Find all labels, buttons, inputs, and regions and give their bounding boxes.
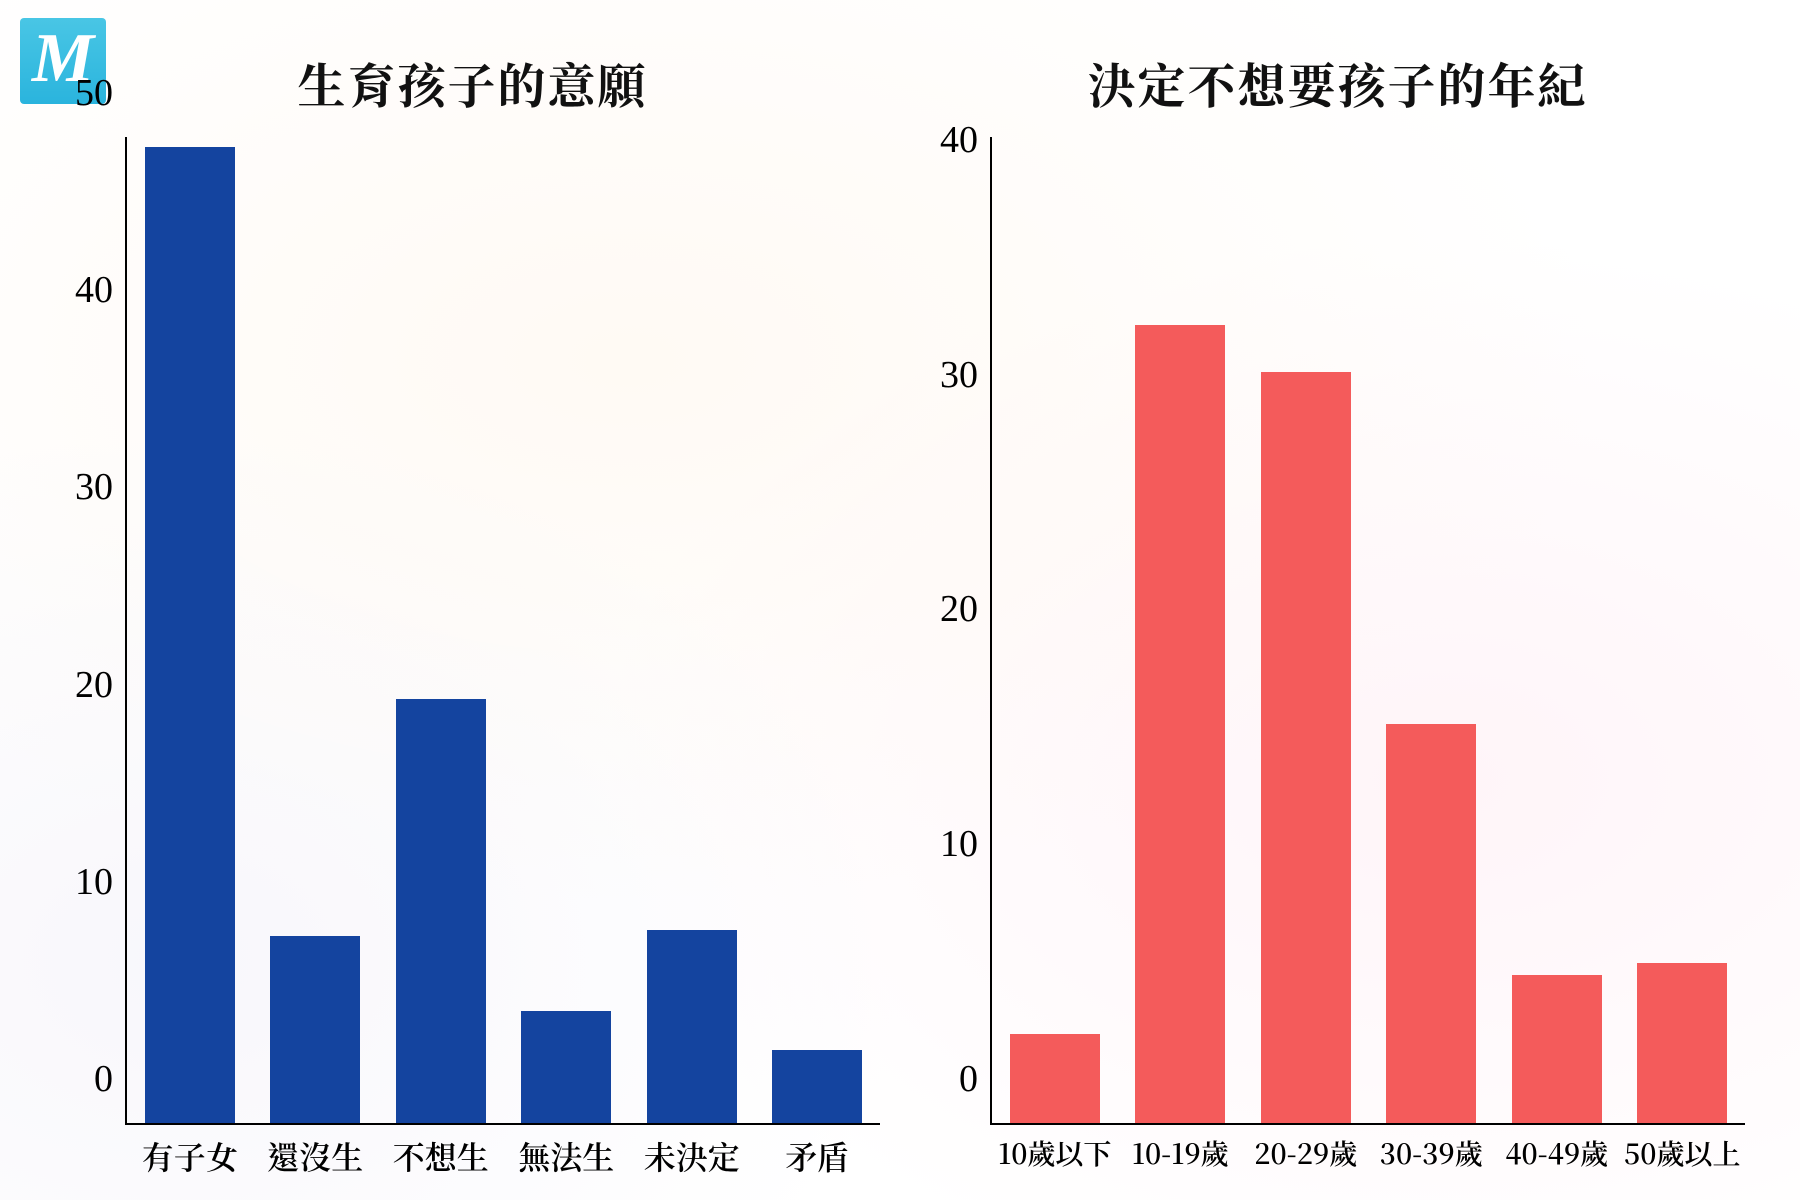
y-tick-label: 30 — [75, 465, 113, 509]
bar-slot: 30-39歲 — [1369, 137, 1495, 1123]
y-tick-label: 30 — [940, 353, 978, 397]
bar — [647, 930, 737, 1123]
x-tick-label: 30-39歲 — [1380, 1133, 1483, 1173]
bar — [1010, 1034, 1100, 1123]
bar — [1637, 963, 1727, 1123]
bar-slot: 10歲以下 — [992, 137, 1118, 1123]
bar-slot: 無法生 — [504, 137, 630, 1123]
x-tick-label: 未決定 — [644, 1133, 740, 1179]
right-chart-title: 決定不想要孩子的年紀 — [905, 48, 1770, 117]
bar-slot: 10-19歲 — [1118, 137, 1244, 1123]
bar — [1135, 325, 1225, 1123]
bar-slot: 有子女 — [127, 137, 253, 1123]
x-tick-label: 矛盾 — [785, 1133, 849, 1179]
y-tick-label: 50 — [75, 71, 113, 115]
bar — [772, 1050, 862, 1123]
y-tick-label: 40 — [75, 268, 113, 312]
charts-row: 生育孩子的意願 有子女還沒生不想生無法生未決定矛盾 01020304050 決定… — [40, 40, 1770, 1180]
bar — [521, 1011, 611, 1123]
left-chart-plot: 有子女還沒生不想生無法生未決定矛盾 01020304050 — [125, 137, 880, 1180]
bar-slot: 還沒生 — [253, 137, 379, 1123]
canvas: M 生育孩子的意願 有子女還沒生不想生無法生未決定矛盾 01020304050 … — [0, 0, 1800, 1200]
x-tick-label: 20-29歲 — [1254, 1133, 1357, 1173]
right-chart: 決定不想要孩子的年紀 10歲以下10-19歲20-29歲30-39歲40-49歲… — [905, 40, 1770, 1180]
y-tick-label: 40 — [940, 118, 978, 162]
x-tick-label: 還沒生 — [267, 1133, 363, 1179]
bar-slot: 未決定 — [629, 137, 755, 1123]
bar-slot: 40-49歲 — [1494, 137, 1620, 1123]
x-tick-label: 40-49歲 — [1505, 1133, 1608, 1173]
right-chart-axes: 10歲以下10-19歲20-29歲30-39歲40-49歲50歲以上 01020… — [990, 137, 1745, 1125]
y-tick-label: 20 — [940, 587, 978, 631]
bar — [1512, 975, 1602, 1123]
bar — [396, 699, 486, 1123]
y-tick-label: 0 — [959, 1057, 978, 1101]
bar-slot: 20-29歲 — [1243, 137, 1369, 1123]
bar-slot: 不想生 — [378, 137, 504, 1123]
bar — [1261, 372, 1351, 1123]
bar-slot: 矛盾 — [755, 137, 881, 1123]
left-chart: 生育孩子的意願 有子女還沒生不想生無法生未決定矛盾 01020304050 — [40, 40, 905, 1180]
y-tick-label: 10 — [75, 860, 113, 904]
y-tick-label: 0 — [94, 1057, 113, 1101]
bar — [1386, 724, 1476, 1123]
bar-slot: 50歲以上 — [1620, 137, 1746, 1123]
left-chart-axes: 有子女還沒生不想生無法生未決定矛盾 01020304050 — [125, 137, 880, 1125]
x-tick-label: 無法生 — [518, 1133, 614, 1179]
y-tick-label: 20 — [75, 663, 113, 707]
left-chart-title: 生育孩子的意願 — [40, 48, 905, 117]
right-chart-bars: 10歲以下10-19歲20-29歲30-39歲40-49歲50歲以上 — [992, 137, 1745, 1123]
x-tick-label: 10-19歲 — [1132, 1133, 1229, 1173]
x-tick-label: 10歲以下 — [998, 1133, 1111, 1173]
y-tick-label: 10 — [940, 822, 978, 866]
bar — [145, 147, 235, 1123]
right-chart-plot: 10歲以下10-19歲20-29歲30-39歲40-49歲50歲以上 01020… — [990, 137, 1745, 1180]
x-tick-label: 不想生 — [393, 1133, 489, 1179]
x-tick-label: 有子女 — [142, 1133, 238, 1179]
left-chart-bars: 有子女還沒生不想生無法生未決定矛盾 — [127, 137, 880, 1123]
bar — [270, 936, 360, 1123]
x-tick-label: 50歲以上 — [1624, 1133, 1740, 1173]
